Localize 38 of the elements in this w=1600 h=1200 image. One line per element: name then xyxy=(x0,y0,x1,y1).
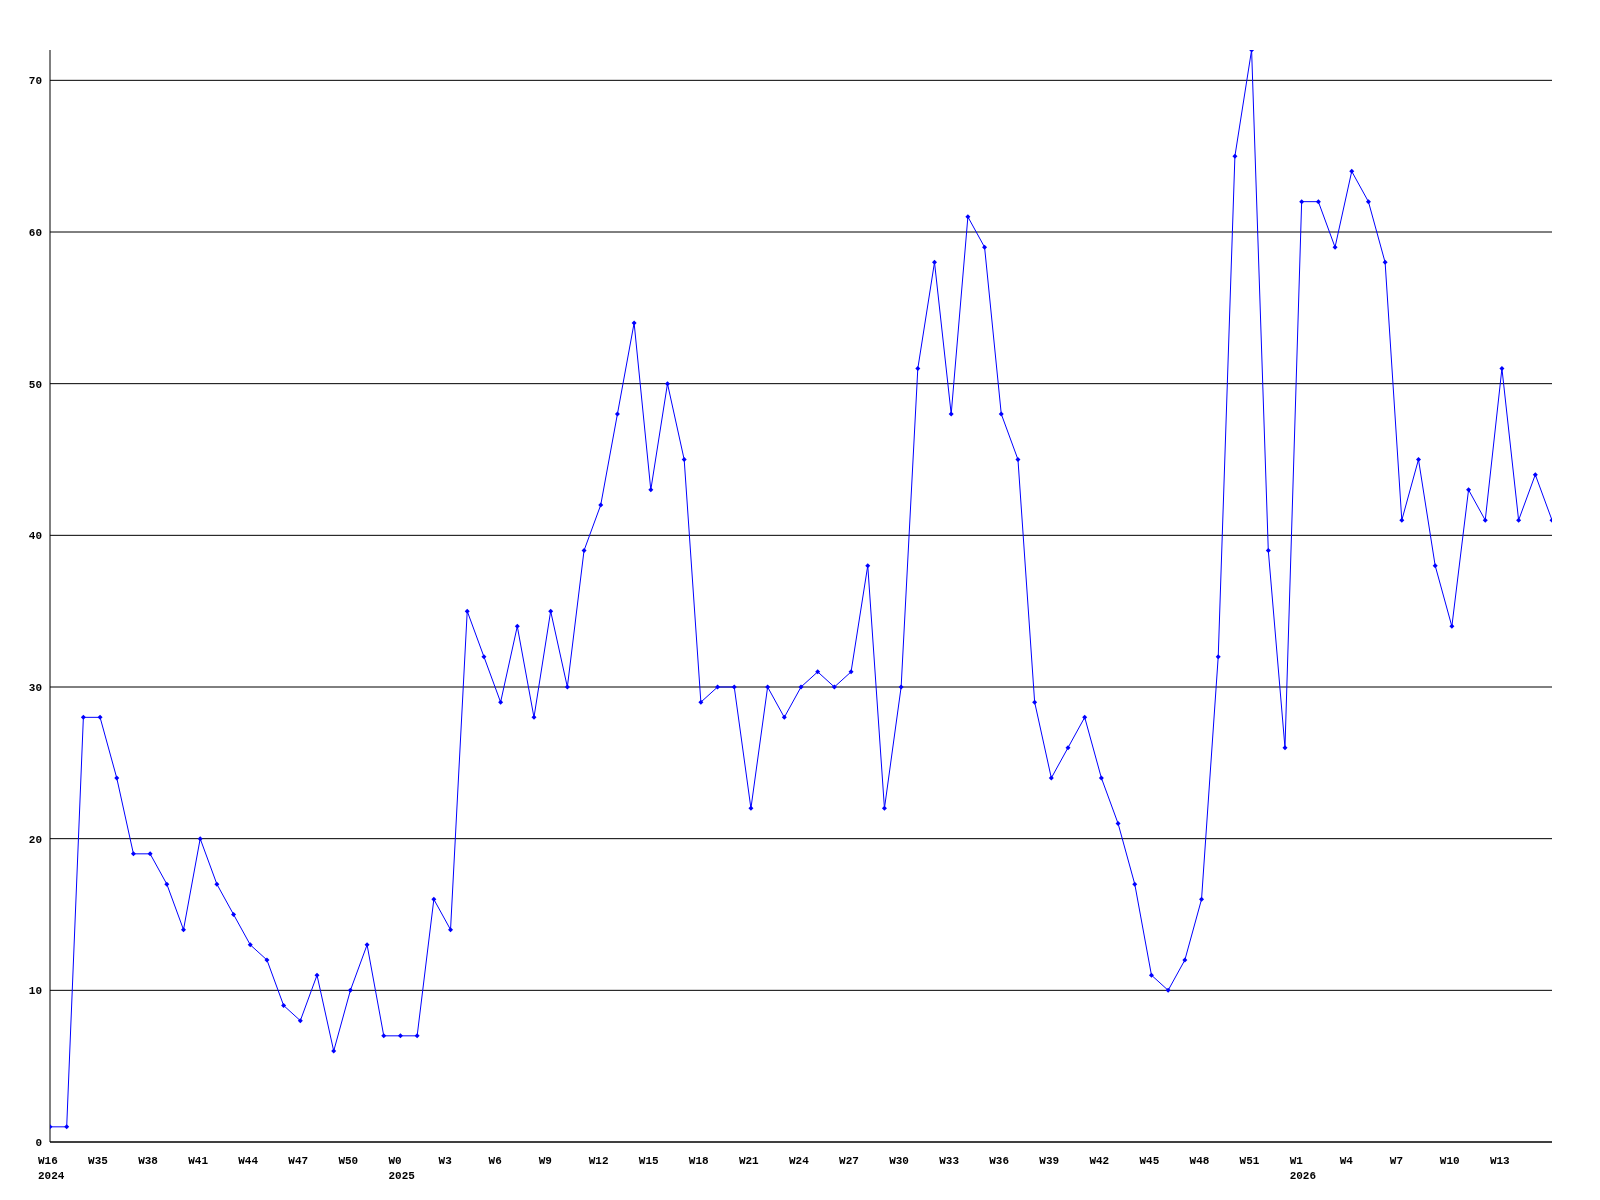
x-tick-label: W9 xyxy=(538,1155,552,1167)
x-tick-label: W48 xyxy=(1189,1155,1210,1167)
y-tick-label: 10 xyxy=(28,985,42,998)
x-tick-label: W42 xyxy=(1089,1155,1110,1167)
x-tick-label: W0 2025 xyxy=(388,1155,416,1182)
y-tick-label: 70 xyxy=(28,75,42,88)
x-tick-label: W45 xyxy=(1139,1155,1160,1167)
x-tick-label: W30 xyxy=(889,1155,909,1167)
x-tick-label: W10 xyxy=(1439,1155,1460,1167)
x-tick-label: W13 xyxy=(1489,1155,1511,1167)
x-tick-label: W4 xyxy=(1339,1155,1354,1167)
x-tick-label: W51 xyxy=(1239,1155,1260,1167)
x-tick-label: W7 xyxy=(1389,1155,1403,1167)
x-tick-label: W47 xyxy=(288,1155,309,1167)
x-tick-label: W27 xyxy=(839,1155,859,1167)
x-tick-label: W44 xyxy=(238,1155,259,1167)
x-tick-label: W16 2024 xyxy=(38,1155,65,1182)
x-tick-label: W24 xyxy=(789,1155,810,1167)
x-tick-label: W41 xyxy=(188,1155,209,1167)
x-tick-label: W21 xyxy=(738,1155,760,1167)
x-tick-label: W15 xyxy=(638,1155,659,1167)
x-tick-label: W18 xyxy=(688,1155,710,1167)
x-tick-label: W38 xyxy=(138,1155,159,1167)
x-tick-label: W3 xyxy=(438,1155,453,1167)
y-tick-label: 0 xyxy=(35,1136,42,1149)
x-tick-label: W35 xyxy=(88,1155,109,1167)
y-tick-label: 60 xyxy=(28,226,42,239)
x-tick-label: W36 xyxy=(989,1155,1010,1167)
y-tick-label: 50 xyxy=(28,378,42,391)
y-tick-label: 20 xyxy=(28,833,42,846)
x-tick-label: W1 2026 xyxy=(1289,1155,1317,1182)
x-tick-label: W6 xyxy=(488,1155,502,1167)
x-tick-label: W50 xyxy=(338,1155,359,1167)
x-tick-label: W12 xyxy=(588,1155,609,1167)
y-tick-label: 30 xyxy=(28,681,42,694)
y-tick-label: 40 xyxy=(28,530,42,543)
x-tick-label: W33 xyxy=(939,1155,960,1167)
x-tick-label: W39 xyxy=(1039,1155,1060,1167)
